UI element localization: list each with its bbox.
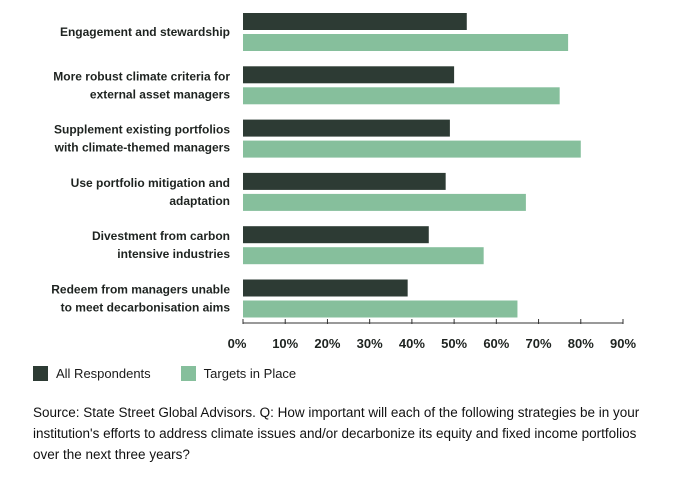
bar-chart: Engagement and stewardship More robust cl…	[51, 13, 636, 351]
source-note: Source: State Street Global Advisors. Q:…	[33, 405, 640, 462]
legend-label-targets-in-place: Targets in Place	[203, 366, 297, 381]
legend-item-all-respondents: All Respondents	[33, 366, 151, 381]
category-label-0-line-0: Engagement and stewardship	[60, 25, 230, 39]
category-label-1-line-1: external asset managers	[90, 87, 230, 101]
x-tick-label-4: 40%	[399, 336, 425, 351]
category-label-3-line-0: Use portfolio mitigation and	[71, 176, 230, 190]
bar-targets-in-place-0	[243, 34, 569, 51]
x-tick-label-0: 0%	[228, 336, 247, 351]
legend: All Respondents Targets in Place	[33, 366, 326, 381]
bars	[243, 13, 581, 318]
x-tick-label-7: 70%	[526, 336, 552, 351]
category-label-2-line-0: Supplement existing portfolios	[54, 123, 230, 137]
bar-targets-in-place-4	[243, 247, 484, 265]
x-tick-label-6: 60%	[483, 336, 509, 351]
bar-targets-in-place-5	[243, 300, 518, 318]
bar-targets-in-place-3	[243, 193, 526, 211]
bar-all-respondents-2	[243, 119, 450, 137]
x-tick-label-1: 10%	[272, 336, 298, 351]
category-label-4-line-1: intensive industries	[117, 247, 230, 261]
bar-all-respondents-5	[243, 279, 408, 297]
bar-all-respondents-3	[243, 172, 446, 190]
x-tick-label-8: 80%	[568, 336, 594, 351]
bar-all-respondents-0	[243, 13, 467, 30]
bar-all-respondents-1	[243, 66, 455, 84]
legend-item-targets-in-place: Targets in Place	[180, 366, 297, 381]
x-tick-label-2: 20%	[314, 336, 340, 351]
category-label-2-line-1: with climate-themed managers	[54, 141, 231, 155]
x-tick-label-5: 50%	[441, 336, 467, 351]
legend-swatch-all-respondents	[33, 366, 48, 381]
x-tick-label-9: 90%	[610, 336, 636, 351]
legend-label-all-respondents: All Respondents	[56, 366, 151, 381]
category-labels: Engagement and stewardship More robust cl…	[51, 25, 230, 315]
category-label-5-line-0: Redeem from managers unable	[51, 283, 230, 297]
category-label-3-line-1: adaptation	[169, 194, 230, 208]
x-tick-label-3: 30%	[357, 336, 383, 351]
bar-targets-in-place-1	[243, 87, 560, 105]
category-label-5-line-1: to meet decarbonisation aims	[61, 301, 231, 315]
bar-targets-in-place-2	[243, 140, 581, 158]
legend-swatch-targets-in-place	[180, 366, 196, 381]
category-label-4-line-0: Divestment from carbon	[92, 229, 230, 243]
x-axis-ticks: 0% 10% 20% 30% 40% 50% 60% 70% 80% 90%	[228, 319, 636, 351]
category-label-1-line-0: More robust climate criteria for	[53, 69, 230, 83]
bar-all-respondents-4	[243, 226, 429, 244]
